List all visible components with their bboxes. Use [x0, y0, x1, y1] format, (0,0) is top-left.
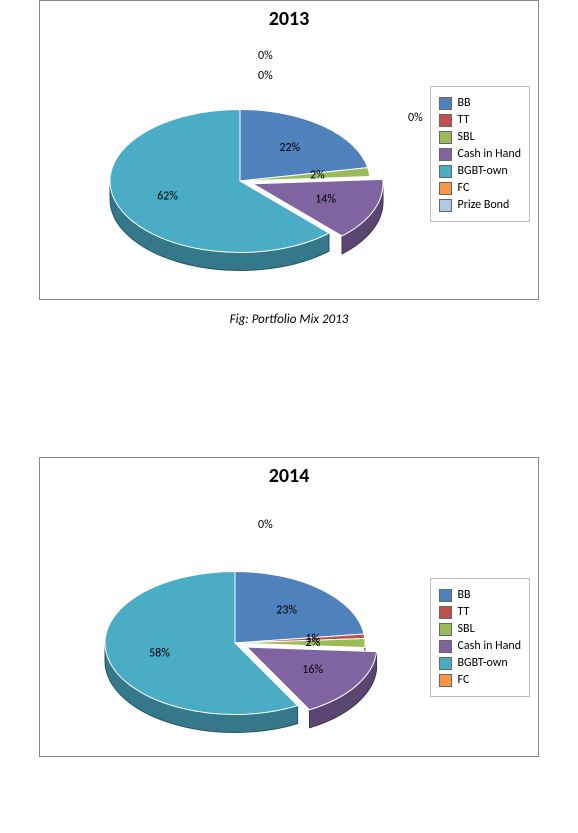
legend-swatch-fc [439, 674, 452, 687]
slice-label-sbl: 2% [310, 168, 325, 182]
legend-swatch-bb [439, 97, 452, 110]
legend-label: BB [458, 588, 471, 602]
chart-2014: 2014 23%1%2%16%58%0% BBTTSBLCash in Hand… [39, 457, 539, 757]
legend-label: TT [458, 113, 470, 127]
legend-row-bgbt-own: BGBT-own [439, 164, 521, 178]
legend-row-sbl: SBL [439, 130, 521, 144]
slice-label-bgbt-own: 58% [149, 647, 170, 661]
external-label-tt: 0% [408, 111, 423, 125]
legend-row-fc: FC [439, 673, 521, 687]
legend-row-cash-in-hand: Cash in Hand [439, 639, 521, 653]
slice-label-cash-in-hand: 14% [315, 192, 336, 206]
slice-label-bb: 22% [279, 141, 300, 155]
slice-label-bb: 23% [276, 604, 297, 618]
legend-label: Cash in Hand [458, 639, 521, 653]
chart-2013-legend: BB TT SBL Cash in Hand BGBT-own FC Prize Bond [430, 86, 530, 222]
legend-row-bb: BB [439, 96, 521, 110]
legend-swatch-cash-in-hand [439, 148, 452, 161]
legend-label: FC [458, 181, 470, 195]
legend-label: FC [458, 673, 470, 687]
external-label-fc: 0% [258, 518, 273, 532]
legend-row-fc: FC [439, 181, 521, 195]
legend-swatch-prize-bond [439, 199, 452, 212]
legend-label: Prize Bond [458, 198, 510, 212]
chart-2013-caption: Fig: Portfolio Mix 2013 [230, 312, 349, 327]
legend-row-sbl: SBL [439, 622, 521, 636]
slice-label-sbl: 2% [306, 636, 321, 650]
page: 2013 22%2%14%62%0%0%0% BBTTSBLCash in Ha… [0, 0, 578, 757]
legend-row-bgbt-own: BGBT-own [439, 656, 521, 670]
legend-swatch-bgbt-own [439, 165, 452, 178]
slice-label-cash-in-hand: 16% [302, 663, 323, 677]
legend-row-tt: TT [439, 113, 521, 127]
legend-swatch-tt [439, 606, 452, 619]
legend-label: SBL [458, 622, 475, 636]
legend-swatch-fc [439, 182, 452, 195]
legend-label: BGBT-own [458, 656, 508, 670]
chart-2013: 2013 22%2%14%62%0%0%0% BBTTSBLCash in Ha… [39, 0, 539, 300]
legend-label: BB [458, 96, 471, 110]
legend-label: TT [458, 605, 470, 619]
legend-swatch-sbl [439, 623, 452, 636]
legend-label: SBL [458, 130, 475, 144]
legend-row-bb: BB [439, 588, 521, 602]
legend-swatch-tt [439, 114, 452, 127]
external-label-fc: 0% [258, 49, 273, 63]
pie-slice-bb [235, 572, 364, 644]
legend-label: BGBT-own [458, 164, 508, 178]
legend-row-cash-in-hand: Cash in Hand [439, 147, 521, 161]
legend-swatch-sbl [439, 131, 452, 144]
external-label-prize-bond: 0% [258, 69, 273, 83]
legend-row-tt: TT [439, 605, 521, 619]
legend-swatch-bgbt-own [439, 657, 452, 670]
legend-label: Cash in Hand [458, 147, 521, 161]
legend-swatch-bb [439, 589, 452, 602]
slice-label-bgbt-own: 62% [157, 190, 178, 204]
legend-swatch-cash-in-hand [439, 640, 452, 653]
legend-row-prize-bond: Prize Bond [439, 198, 521, 212]
chart-2014-legend: BB TT SBL Cash in Hand BGBT-own FC [430, 578, 530, 697]
